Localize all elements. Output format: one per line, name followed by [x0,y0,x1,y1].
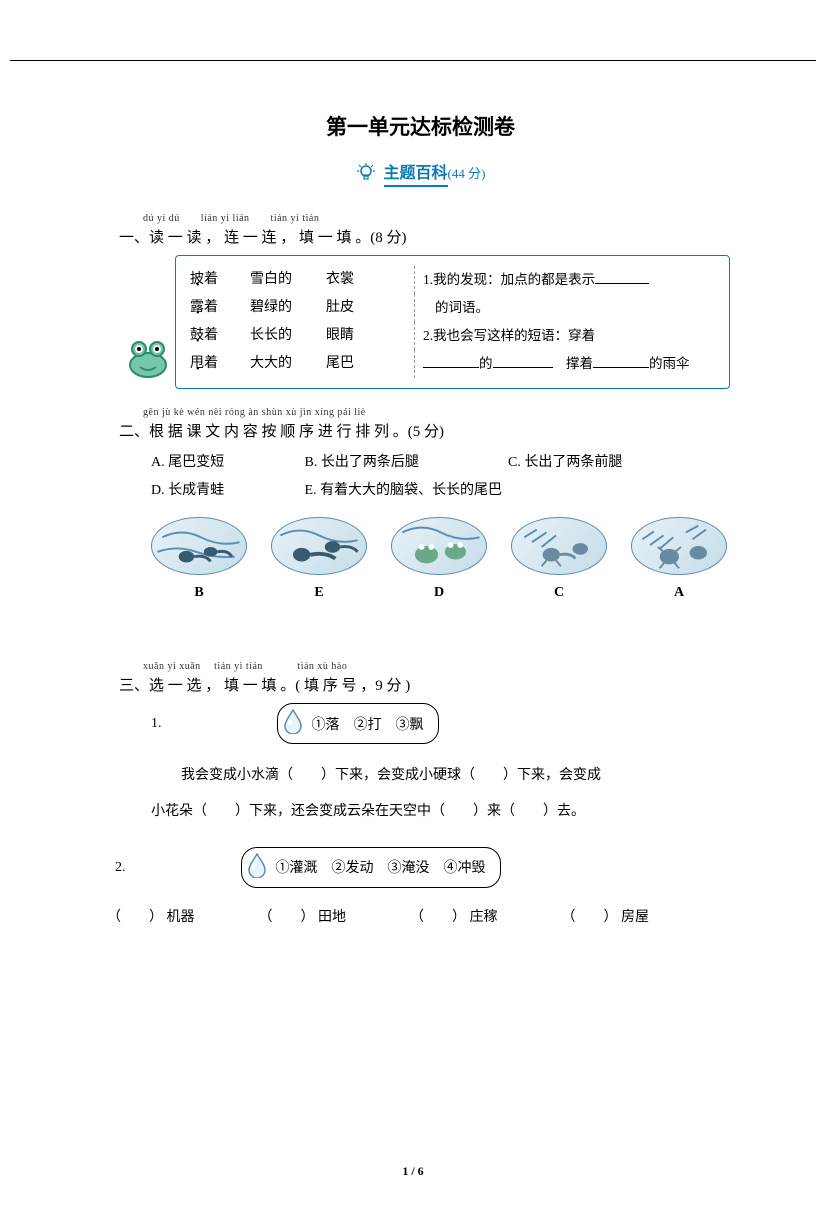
question-3: xuǎn yi xuǎn tián yi tián tián xù hào 三、… [115,657,726,926]
q2-image-item: D [391,517,487,601]
q2-pinyin: gēn jù kè wén nèi róng àn shùn xù jìn xí… [143,407,726,418]
tadpole-image [271,517,367,575]
blank[interactable] [595,270,649,284]
q1-box: 披着• 雪白的 衣裳 1.我的发现：加点的都是表示 露着• 碧绿的 肚皮 的词语… [175,255,730,389]
q3-item-2: 2. ①灌溉 ②发动 ③淹没 ④冲毁 （ ） 机器 （ ） 田地 （ ） 庄稼 … [115,847,726,926]
subtitle-row: 主题百科(44 分) [115,159,726,187]
word-box-text: ①灌溉 ②发动 ③淹没 ④冲毁 [276,857,486,877]
q2-option: B. 长出了两条后腿 [305,449,505,477]
word-box: ①落 ②打 ③飘 [277,703,439,744]
question-2: gēn jù kè wén nèi róng àn shùn xù jìn xí… [115,407,726,601]
answer-slot[interactable]: （ ） 田地 [259,906,407,926]
q2-image-item: A [631,517,727,601]
q2-image-item: E [271,517,367,601]
word-box: ①灌溉 ②发动 ③淹没 ④冲毁 [241,847,501,888]
tadpole-image [151,517,247,575]
q3-heading: 三、选 一 选 ， 填 一 填 。( 填 序 号 ，9 分 ) [119,674,726,695]
blank[interactable] [493,354,553,368]
water-drop-icon [246,852,268,883]
q3-item-1: 1. ①落 ②打 ③飘 我会变成小水滴（ ）下来，会变成小硬球（ ）下来，会变成… [151,703,726,831]
tadpole-image [511,517,607,575]
q1-noun: 衣裳 [326,266,376,294]
q1-adj: 雪白的 [250,266,326,294]
answer-slot[interactable]: （ ） 庄稼 [410,906,558,926]
subtitle-points: (44 分) [448,166,486,181]
page-number: 1 / 6 [0,1164,826,1179]
word-box-text: ①落 ②打 ③飘 [312,714,424,734]
q2-image-label: D [391,585,487,601]
water-drop-icon [282,708,304,739]
q3-pinyin: xuǎn yi xuǎn tián yi tián tián xù hào [143,657,726,672]
q2-option: E. 有着大大的脑袋、长长的尾巴 [305,477,503,505]
divider [414,266,415,294]
frog-image [391,517,487,575]
bulb-icon [356,162,376,187]
subtitle-text: 主题百科 [384,159,448,187]
blank[interactable] [423,354,479,368]
q2-image-item: C [511,517,607,601]
q2-images-row: B E D C [151,517,726,601]
q1-left-row: 披着• 雪白的 衣裳 [190,266,410,294]
q2-image-label: B [151,585,247,601]
tadpole-image [631,517,727,575]
q3-1-text: 我会变成小水滴（ ）下来，会变成小硬球（ ）下来，会变成 小花朵（ ）下来，还会… [181,758,726,831]
frog-icon [124,335,172,390]
q2-heading: 二、根 据 课 文 内 容 按 顺 序 进 行 排 列 。(5 分) [119,420,726,441]
q2-image-item: B [151,517,247,601]
q1-verb: 披着• [190,266,250,294]
q3-item-num: 1. [151,716,173,732]
q2-image-label: A [631,585,727,601]
blank[interactable] [593,354,649,368]
q1-right: 1.我的发现：加点的都是表示 [423,266,715,294]
q1-pinyin: dú yi dú lián yi lián tián yi tián [143,209,726,224]
page-content: 第一单元达标检测卷 主题百科(44 分) dú yi dú lián yi li… [10,60,816,926]
answer-slot[interactable]: （ ） 机器 [107,906,255,926]
q1-row: 披着• 雪白的 衣裳 1.我的发现：加点的都是表示 [190,266,715,294]
page-title: 第一单元达标检测卷 [115,111,726,141]
q2-options: A. 尾巴变短 B. 长出了两条后腿 C. 长出了两条前腿 D. 长成青蛙 E.… [151,449,726,505]
q2-option: A. 尾巴变短 [151,449,301,477]
q2-option: C. 长出了两条前腿 [508,449,622,477]
q1-heading: 一、读 一 读 ， 连 一 连 ， 填 一 填 。(8 分) [119,226,726,247]
answer-slot[interactable]: （ ） 房屋 [562,906,650,926]
q2-image-label: C [511,585,607,601]
q3-2-answers: （ ） 机器 （ ） 田地 （ ） 庄稼 （ ） 房屋 [107,906,726,926]
question-1: dú yi dú lián yi lián tián yi tián 一、读 一… [115,209,726,389]
q2-image-label: E [271,585,367,601]
q2-option: D. 长成青蛙 [151,477,301,505]
q3-item-num: 2. [115,860,137,876]
